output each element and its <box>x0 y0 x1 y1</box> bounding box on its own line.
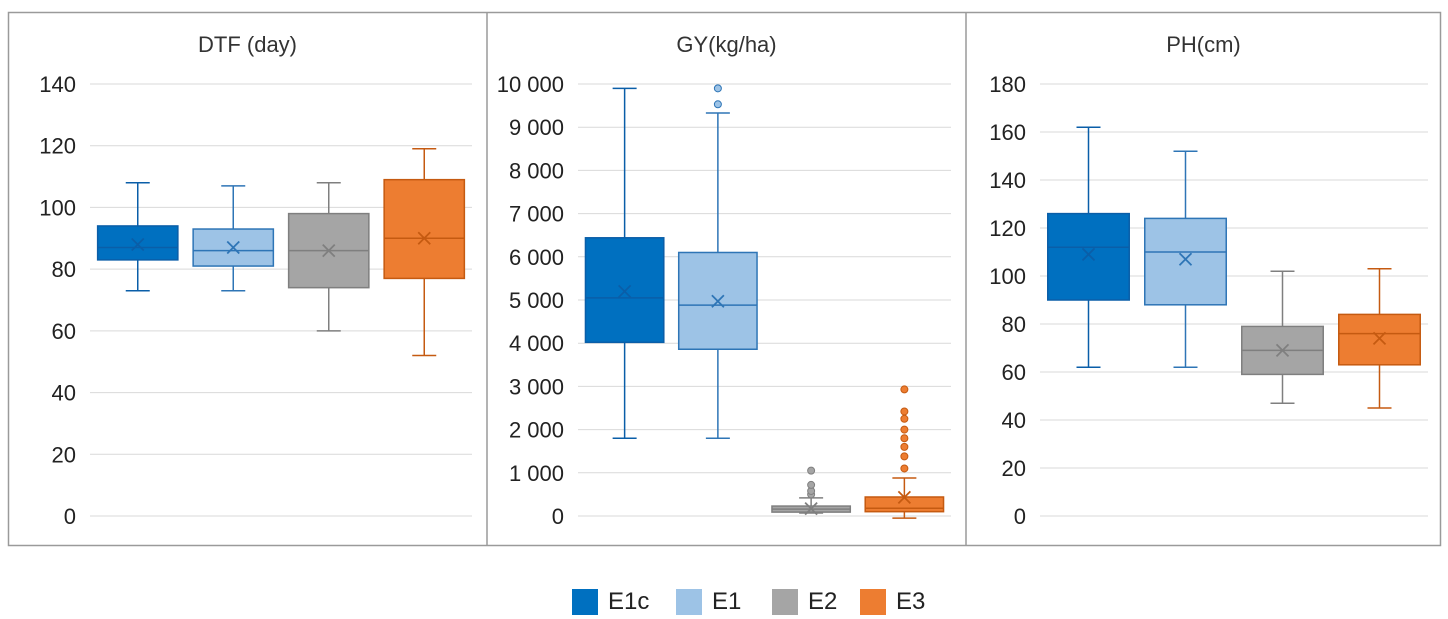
y-tick-label: 100 <box>39 195 76 220</box>
chart-title: PH(cm) <box>1166 32 1241 57</box>
outlier-point <box>900 407 909 416</box>
mean-marker <box>897 490 912 505</box>
box-e1c <box>1047 126 1130 368</box>
chart-title: DTF (day) <box>198 32 297 57</box>
outlier-point <box>713 84 722 93</box>
y-tick-label: 7 000 <box>509 202 564 227</box>
mean-marker <box>804 502 818 516</box>
legend-swatch-e2 <box>772 589 798 615</box>
mean-marker <box>1178 252 1193 266</box>
y-tick-label: 20 <box>52 442 76 467</box>
chart-panel-1: DTF (day) 0 20 40 60 80 100 120 140 <box>39 32 472 529</box>
y-tick-label: 160 <box>989 120 1026 145</box>
mean-marker <box>226 240 240 255</box>
box-e2 <box>771 466 852 516</box>
mean-marker <box>417 231 431 245</box>
mean-marker <box>1372 331 1387 346</box>
legend-label-e2: E2 <box>808 588 838 615</box>
mean-marker <box>322 243 336 258</box>
y-tick-label: 0 <box>1014 504 1026 529</box>
y-tick-label: 5 000 <box>509 288 564 313</box>
mean-marker <box>1275 343 1290 358</box>
y-tick-label: 40 <box>52 381 76 406</box>
legend-swatch-e1 <box>676 589 702 615</box>
y-tick-label: 100 <box>989 264 1026 289</box>
y-tick-label: 40 <box>1002 408 1026 433</box>
box-plot-panels: DTF (day) 0 20 40 60 80 100 120 140 GY(kg/ha) 0 1 0… <box>7 11 1442 547</box>
y-tick-label: 120 <box>39 134 76 159</box>
chart-title: GY(kg/ha) <box>676 32 776 57</box>
y-tick-label: 140 <box>39 72 76 97</box>
y-tick-label: 80 <box>1002 312 1026 337</box>
mean-marker <box>1081 247 1096 262</box>
legend-swatch-e1c <box>572 589 598 615</box>
box-e3 <box>1338 268 1421 409</box>
chart-panel-3: PH(cm) 0 20 40 60 80 100 120 140 160 180 <box>989 32 1428 529</box>
legend-item-e1: E1 <box>676 586 741 618</box>
box-e3 <box>383 148 466 357</box>
box-e2 <box>287 181 370 332</box>
legend-swatch-e3 <box>860 589 886 615</box>
y-tick-label: 6 000 <box>509 245 564 270</box>
y-tick-label: 20 <box>1002 456 1026 481</box>
chart-panel-2: GY(kg/ha) 0 1 000 2 000 3 000 4 000 5 000 6 000… <box>497 32 951 529</box>
figure-frame <box>7 11 1442 547</box>
y-tick-label: 9 000 <box>509 115 564 140</box>
box-iqr <box>1338 313 1421 366</box>
outlier-point <box>713 100 722 109</box>
box-iqr <box>864 496 945 513</box>
y-tick-label: 3 000 <box>509 374 564 399</box>
outlier-point <box>807 466 816 475</box>
box-iqr <box>584 237 665 344</box>
outlier-point <box>900 385 909 394</box>
y-tick-label: 1 000 <box>509 461 564 486</box>
legend-item-e1c: E1c <box>572 586 649 618</box>
y-tick-label: 4 000 <box>509 331 564 356</box>
y-tick-label: 0 <box>552 504 564 529</box>
y-tick-label: 60 <box>1002 360 1026 385</box>
box-iqr <box>1047 212 1130 301</box>
box-iqr <box>1144 217 1227 306</box>
legend-label-e1c: E1c <box>608 588 650 615</box>
y-tick-label: 60 <box>52 319 76 344</box>
y-tick-label: 8 000 <box>509 158 564 183</box>
mean-marker <box>617 284 632 298</box>
outlier-point <box>900 464 909 473</box>
outlier-point <box>900 414 909 423</box>
box-e1 <box>192 185 275 292</box>
outlier-point <box>900 425 909 434</box>
outlier-point <box>900 452 909 461</box>
box-iqr <box>96 225 179 261</box>
y-tick-label: 10 000 <box>497 72 564 97</box>
mean-marker <box>131 237 145 252</box>
box-e1c <box>584 87 665 439</box>
box-e2 <box>1241 270 1324 404</box>
legend-item-e3: E3 <box>860 586 925 618</box>
box-e1c <box>96 181 179 292</box>
y-tick-label: 2 000 <box>509 418 564 443</box>
chart-legend: E1c E1 E2 E3 <box>0 586 1448 618</box>
y-tick-label: 140 <box>989 168 1026 193</box>
box-iqr <box>383 178 466 280</box>
y-tick-label: 120 <box>989 216 1026 241</box>
legend-label-e3: E3 <box>896 588 926 615</box>
mean-marker <box>711 294 725 308</box>
outlier-point <box>900 434 909 443</box>
box-e1 <box>1144 150 1227 368</box>
y-tick-label: 180 <box>989 72 1026 97</box>
legend-label-e1: E1 <box>712 588 742 615</box>
legend-item-e2: E2 <box>772 586 837 618</box>
y-tick-label: 80 <box>52 257 76 282</box>
y-tick-label: 0 <box>64 504 76 529</box>
box-e3 <box>864 385 945 519</box>
outlier-point <box>807 480 816 489</box>
box-e1 <box>677 84 758 439</box>
outlier-point <box>900 442 909 451</box>
